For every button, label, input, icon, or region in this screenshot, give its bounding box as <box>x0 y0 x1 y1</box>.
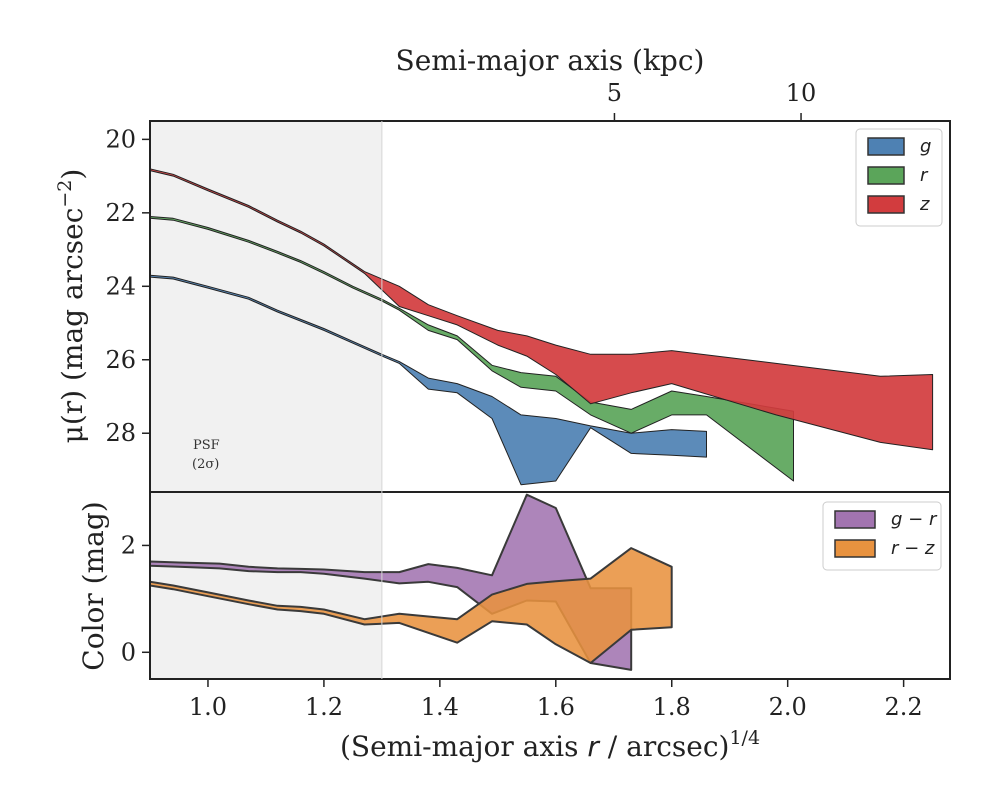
top-y-tick-label-1: 22 <box>105 199 136 227</box>
x-tick-label-3: 1.6 <box>537 693 575 721</box>
area-band-band-2 <box>149 168 934 451</box>
legend-color-swatch-1 <box>834 539 876 558</box>
x-tick-label-2: 1.4 <box>421 693 459 721</box>
legend-band-swatch-2 <box>867 195 905 214</box>
psf-annotation-line2: (2σ) <box>192 457 219 472</box>
legend-band-swatch-0 <box>867 137 905 156</box>
area-band-band-0 <box>149 274 707 486</box>
x-tick-label-1: 1.2 <box>305 693 343 721</box>
x-label-r: r <box>587 730 600 763</box>
x-label-rest: / arcsec) <box>599 730 730 763</box>
x-label-main: (Semi-major axis <box>340 730 587 763</box>
area-band-band-1 <box>149 216 794 482</box>
bottom-y-axis-label: Color (mag) <box>77 501 110 670</box>
top-y-label-main: μ(r) (mag arcsec <box>56 208 89 444</box>
top-tick-label-0: 5 <box>607 79 622 107</box>
x-tick-label-5: 2.0 <box>769 693 807 721</box>
bottom-panel-frame <box>149 491 951 680</box>
psf-region-bottom <box>150 492 382 679</box>
area-band-color-1 <box>149 547 673 664</box>
bottom-y-tick-label-0: 0 <box>121 638 136 666</box>
top-axis-label: Semi-major axis (kpc) <box>396 44 705 77</box>
psf-annotation-line1: PSF <box>193 438 220 453</box>
legend-band-label-0: g <box>920 136 931 157</box>
x-tick-label-6: 2.2 <box>885 693 923 721</box>
top-y-axis-label: μ(r) (mag arcsec−2) <box>54 169 89 444</box>
legend-band-swatch-1 <box>867 166 905 185</box>
top-y-tick-label-3: 26 <box>105 346 136 374</box>
bottom-y-tick-label-1: 2 <box>121 531 136 559</box>
surface-brightness-areas <box>149 168 934 486</box>
top-tick-label-1: 10 <box>786 79 817 107</box>
top-y-tick-label-4: 28 <box>105 419 136 447</box>
legend-band-label-1: r <box>920 165 929 186</box>
top-y-label-end: ) <box>56 169 89 180</box>
color-areas <box>149 493 673 671</box>
legend-color-swatch-0 <box>834 510 876 529</box>
axis-ticks: 1.01.21.41.61.82.02.25102030507510020222… <box>105 79 923 721</box>
legend-color-label-0: g − r <box>891 509 938 530</box>
top-y-tick-label-0: 20 <box>105 125 136 153</box>
area-band-color-0 <box>149 493 633 671</box>
x-tick-label-0: 1.0 <box>189 693 227 721</box>
x-label-sup: 1/4 <box>729 727 760 749</box>
top-y-label-sup: −2 <box>54 180 76 208</box>
legend-colors: g − r r − z <box>822 501 942 571</box>
legend-color-label-1: r − z <box>891 538 935 559</box>
legend-band-label-2: z <box>919 194 930 215</box>
top-y-tick-label-2: 24 <box>105 272 136 300</box>
legend-bands: grz <box>855 128 943 227</box>
x-axis-label: (Semi-major axis r / arcsec)1/4 <box>340 727 760 763</box>
x-tick-label-4: 1.8 <box>653 693 691 721</box>
